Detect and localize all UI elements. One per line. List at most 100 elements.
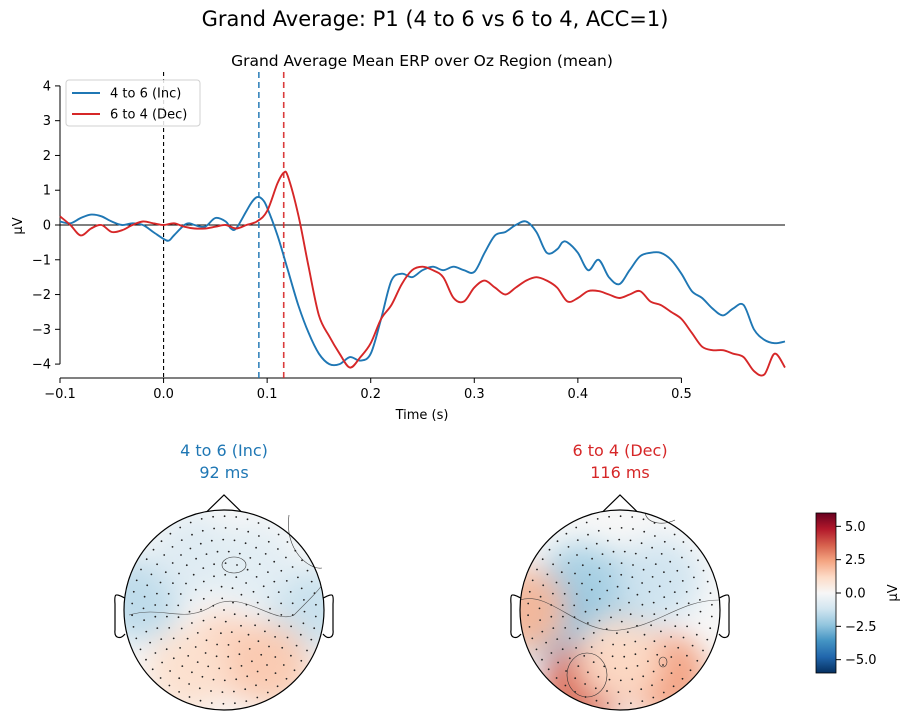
sensor-dot bbox=[222, 702, 225, 705]
sensor-dot bbox=[640, 542, 643, 545]
sensor-dot bbox=[192, 573, 195, 576]
sensor-dot bbox=[178, 572, 180, 575]
sensor-dot bbox=[255, 546, 257, 549]
sensor-dot bbox=[218, 667, 221, 670]
sensor-dot bbox=[245, 615, 248, 617]
sensor-dot bbox=[536, 568, 538, 571]
sensor-dot bbox=[634, 552, 637, 555]
sensor-dot bbox=[527, 602, 530, 605]
sensor-dot bbox=[611, 655, 614, 658]
sensor-dot bbox=[290, 625, 292, 628]
sensor-dot bbox=[664, 619, 666, 622]
sensor-dot bbox=[598, 567, 601, 569]
sensor-dot bbox=[682, 636, 685, 639]
sensor-dot bbox=[528, 590, 531, 593]
topomap-inc-contour-arc bbox=[288, 514, 323, 569]
sensor-dot bbox=[236, 528, 238, 530]
sensor-dot bbox=[191, 533, 193, 536]
sensor-dot bbox=[636, 665, 639, 667]
sensor-dot bbox=[306, 569, 309, 572]
sensor-dot bbox=[159, 581, 162, 584]
sensor-dot bbox=[620, 620, 623, 623]
sensor-dot bbox=[673, 548, 675, 550]
sensor-dot bbox=[286, 636, 289, 639]
sensor-dot bbox=[169, 670, 172, 672]
sensor-dot bbox=[584, 610, 587, 613]
topomap-inc-nose bbox=[206, 494, 242, 512]
sensor-dot bbox=[672, 685, 675, 688]
sensor-dot bbox=[588, 573, 591, 576]
sensor-dot bbox=[587, 622, 589, 624]
sensor-dot bbox=[180, 627, 183, 630]
sensor-dot bbox=[665, 607, 667, 610]
sensor-dot bbox=[552, 592, 554, 595]
sensor-dot bbox=[706, 638, 709, 641]
sensor-dot bbox=[577, 665, 580, 667]
sensor-dot bbox=[202, 597, 205, 600]
colorbar-tick-label: 0.0 bbox=[845, 587, 866, 602]
legend-entry-inc: 4 to 6 (Inc) bbox=[110, 87, 181, 102]
sensor-dot bbox=[213, 527, 216, 530]
sensor-dot bbox=[300, 587, 303, 590]
sensor-dot bbox=[216, 550, 219, 553]
sensor-dot bbox=[280, 614, 283, 616]
erp-plot: Grand Average Mean ERP over Oz Region (m… bbox=[11, 52, 786, 423]
sensor-dot bbox=[603, 665, 606, 668]
sensor-dot bbox=[245, 582, 248, 584]
sensor-dot bbox=[227, 550, 230, 553]
sensor-dot bbox=[214, 616, 216, 619]
sensor-dot bbox=[277, 533, 280, 536]
sensor-dot bbox=[167, 592, 170, 595]
sensor-dot bbox=[314, 615, 317, 618]
sensor-dot bbox=[178, 677, 181, 680]
sensor-dot bbox=[595, 699, 598, 702]
sensor-dot bbox=[201, 529, 204, 532]
sensor-dot bbox=[285, 556, 287, 559]
sensor-dot bbox=[274, 672, 277, 674]
topomap-dec-contour bbox=[520, 598, 720, 631]
sensor-dot bbox=[132, 626, 135, 628]
sensor-dot bbox=[191, 671, 193, 674]
sensor-dot bbox=[631, 576, 634, 578]
sensor-dot bbox=[583, 655, 586, 657]
sensor-dot bbox=[188, 610, 191, 613]
sensor-dot bbox=[257, 640, 260, 643]
sensor-dot bbox=[303, 610, 306, 613]
sensor-dot bbox=[592, 661, 595, 663]
sensor-dot bbox=[281, 646, 284, 649]
sensor-dot bbox=[678, 664, 681, 666]
sensor-dot bbox=[674, 625, 677, 628]
sensor-dot bbox=[669, 560, 672, 563]
colorbar-tick-label: 5.0 bbox=[845, 520, 866, 535]
sensor-dot bbox=[177, 616, 180, 619]
x-tick-label: 0.0 bbox=[153, 387, 174, 402]
sensor-dot bbox=[610, 616, 612, 619]
sensor-dot bbox=[630, 702, 632, 705]
sensor-dot bbox=[601, 553, 604, 555]
sensor-dot bbox=[606, 589, 609, 592]
topomap-inc-blob bbox=[227, 623, 311, 707]
sensor-dot bbox=[669, 580, 672, 583]
sensor-dot bbox=[227, 644, 230, 646]
sensor-dot bbox=[605, 628, 608, 630]
sensor-dot bbox=[644, 648, 647, 650]
topomap-inc-sensors bbox=[131, 515, 317, 705]
sensor-dot bbox=[696, 587, 699, 590]
erp-x-axis-label: Time (s) bbox=[395, 408, 449, 423]
sensor-dot bbox=[664, 527, 666, 529]
sensor-dot bbox=[191, 622, 193, 624]
sensor-dot bbox=[238, 640, 241, 643]
sensor-dot bbox=[641, 700, 644, 702]
sensor-dot bbox=[260, 653, 263, 656]
sensor-dot bbox=[212, 678, 215, 681]
sensor-dot bbox=[172, 637, 175, 640]
sensor-dot bbox=[252, 590, 255, 593]
sensor-dot bbox=[249, 557, 252, 559]
sensor-dot bbox=[618, 702, 621, 705]
sensor-dot bbox=[300, 659, 303, 662]
colorbar-ticks: 5.0 2.5 0.0 −2.5 −5.0 bbox=[836, 520, 877, 668]
topomap-inc-head-outline bbox=[123, 509, 325, 711]
sensor-dot bbox=[163, 554, 166, 556]
sensor-dot bbox=[205, 639, 208, 642]
sensor-dot bbox=[180, 554, 182, 556]
